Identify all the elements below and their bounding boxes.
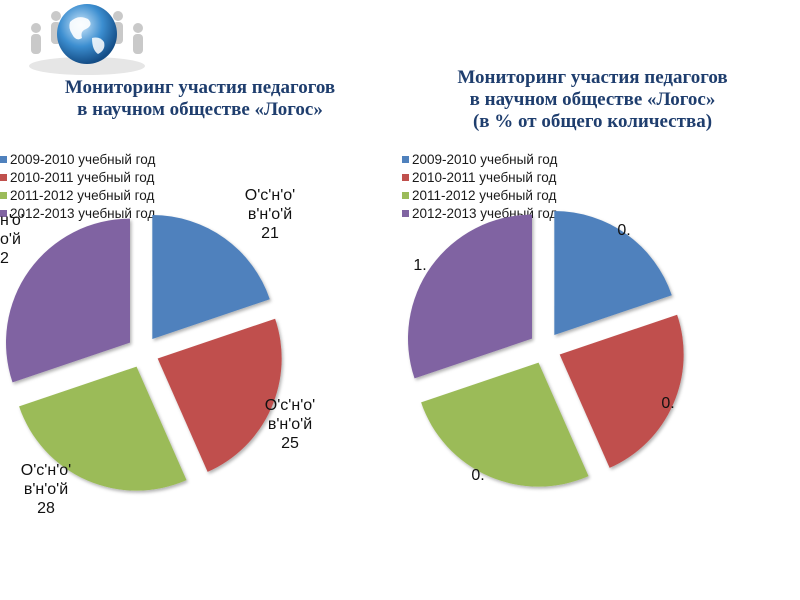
legend-swatch [0, 155, 7, 163]
data-label: О'с'н'о' в'н'о'й 25 [265, 397, 315, 452]
data-label-line: 28 [37, 500, 55, 517]
title-line: (в % от общего количества) [472, 111, 713, 132]
pie-slice [421, 362, 589, 487]
legend-entry: 2009-2010 учебный год [402, 150, 557, 168]
data-label-line: О'с'н'о' [245, 187, 295, 204]
pie-slice [559, 314, 684, 468]
legend-label: 2010-2011 учебный год [412, 169, 557, 185]
data-label-line: 21 [261, 225, 279, 242]
legend-swatch [402, 155, 409, 163]
pie-slice [554, 211, 672, 336]
legend-label: 2009-2010 учебный год [412, 151, 558, 167]
title-line: Мониторинг участия педагогов [457, 67, 728, 88]
legend-swatch [402, 191, 409, 199]
pie-slice [19, 366, 187, 491]
title-line: Мониторинг участия педагогов [64, 77, 336, 98]
data-label: 0. [617, 222, 630, 239]
chart-title-left: Мониторинг участия педагогов в научном о… [10, 77, 390, 121]
legend-right: 2009-2010 учебный год 2010-2011 учебный … [402, 150, 557, 222]
pie-slice [6, 218, 131, 383]
legend-label: 2011-2012 учебный год [412, 187, 557, 203]
legend-entry: 2011-2012 учебный год [402, 186, 557, 204]
legend-left: 2009-2010 учебный год 2010-2011 учебный … [0, 150, 155, 222]
legend-entry: 2011-2012 учебный год [0, 186, 155, 204]
legend-label: 2009-2010 учебный год [10, 151, 156, 167]
chart-title-right: Мониторинг участия педагогов в научном о… [395, 67, 790, 133]
legend-swatch [0, 191, 7, 199]
data-label-line: в'н'о'й [24, 481, 68, 498]
data-label: н'о' о'й 2 [0, 212, 24, 267]
legend-label: 2010-2011 учебный год [10, 169, 155, 185]
data-label: О'с'н'о' в'н'о'й 21 [245, 187, 295, 242]
data-label-line: О'с'н'о' [21, 462, 71, 479]
legend-entry: 2012-2013 учебный год [0, 204, 155, 222]
pie-right: 0. 0. 0. 1. [408, 211, 684, 487]
legend-entry: 2010-2011 учебный год [0, 168, 155, 186]
globe-people-icon [29, 4, 145, 75]
pie-slice [152, 215, 270, 340]
data-label-line: 25 [281, 435, 299, 452]
data-label-line: О'с'н'о' [265, 397, 315, 414]
legend-entry: 2009-2010 учебный год [0, 150, 155, 168]
data-label-line: 1. [413, 257, 426, 274]
pie-slice [408, 214, 533, 379]
legend-swatch [402, 209, 409, 217]
legend-swatch [402, 173, 409, 181]
title-line: в научном обществе «Логос» [469, 89, 716, 110]
data-label: 1. [413, 257, 426, 274]
data-label-line: 0. [661, 395, 674, 412]
legend-entry: 2010-2011 учебный год [402, 168, 557, 186]
legend-label: 2011-2012 учебный год [10, 187, 155, 203]
data-label-line: о'й [0, 231, 21, 248]
data-label-line: 2 [0, 250, 9, 267]
data-label-line: в'н'о'й [248, 206, 292, 223]
data-label-line: 0. [471, 467, 484, 484]
pie-slice [157, 318, 282, 472]
data-label-line: в'н'о'й [268, 416, 312, 433]
legend-label: 2012-2013 учебный год [10, 205, 156, 221]
title-line: в научном обществе «Логос» [77, 99, 323, 120]
legend-swatch [0, 173, 7, 181]
pie-left: О'с'н'о' в'н'о'й 21О'с'н'о' в'н'о'й 25О'с'н'… [0, 187, 315, 517]
data-label-line: н'о' [0, 212, 24, 229]
data-label: О'с'н'о' в'н'о'й 28 [21, 462, 71, 517]
data-label: 0. [661, 395, 674, 412]
data-label-line: 0. [617, 222, 630, 239]
legend-swatch [0, 209, 7, 217]
data-label: 0. [471, 467, 484, 484]
